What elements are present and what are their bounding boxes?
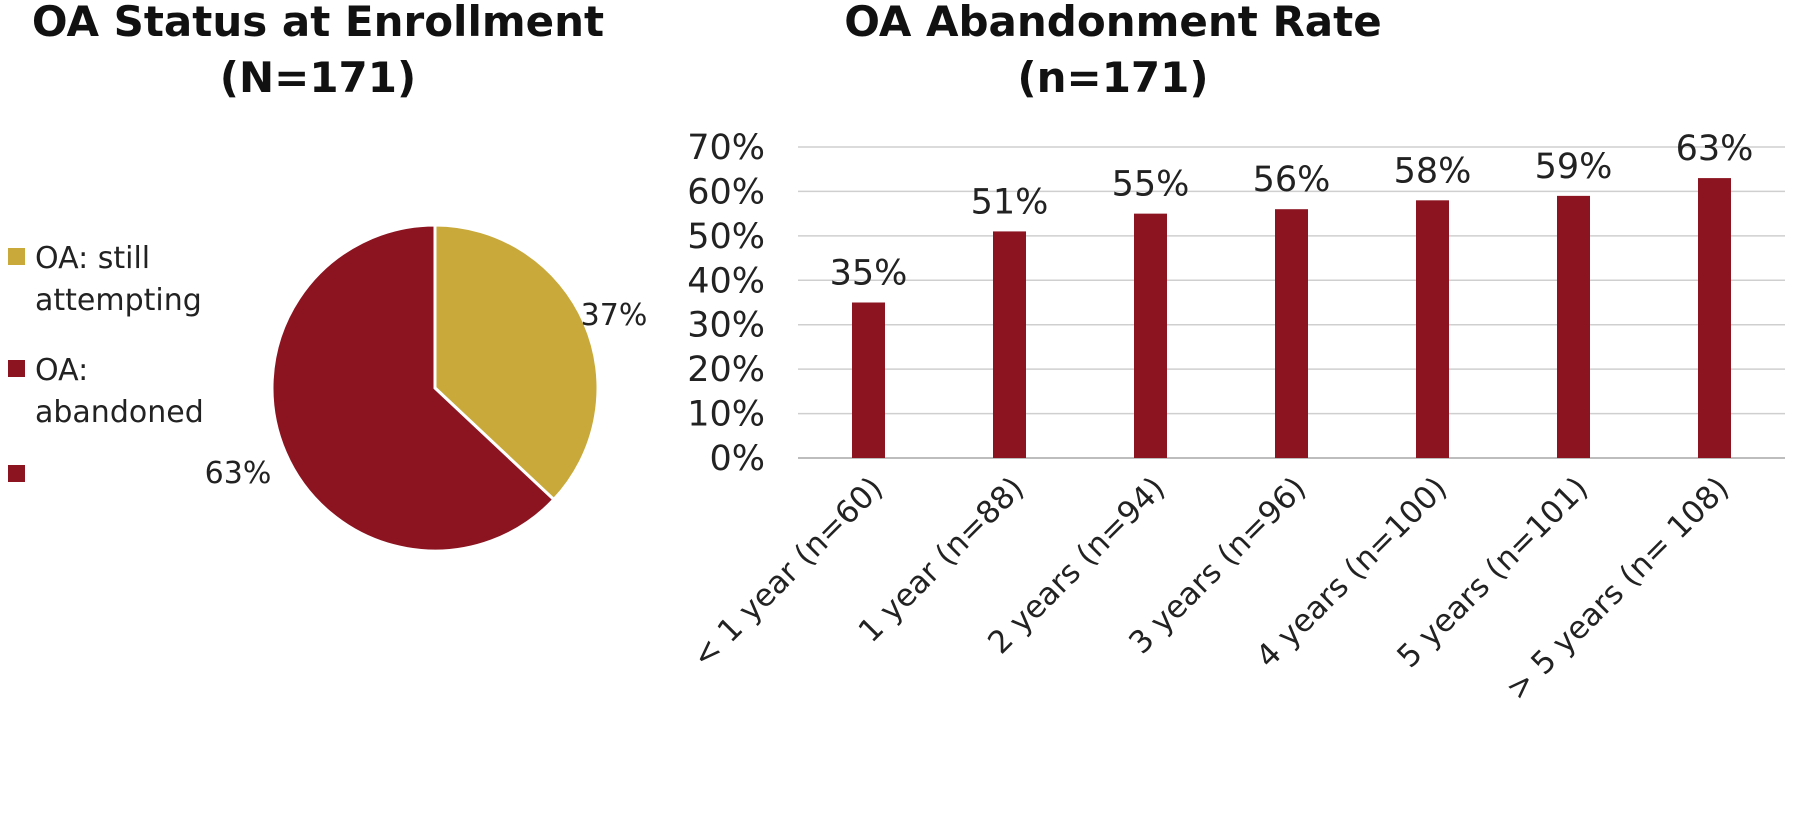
bar-data-label: 63% bbox=[1676, 129, 1754, 169]
legend-entry: OA: abandoned bbox=[8, 353, 204, 430]
bar-data-label: 55% bbox=[1112, 165, 1190, 205]
y-tick-label: 50% bbox=[687, 217, 765, 257]
bar-chart-title: OA Abandonment Rate bbox=[844, 0, 1381, 46]
y-tick-label: 20% bbox=[687, 350, 765, 390]
y-tick-label: 0% bbox=[709, 439, 765, 479]
bar bbox=[852, 302, 885, 458]
legend-label: abandoned bbox=[35, 395, 204, 430]
bar bbox=[1275, 209, 1308, 458]
x-category-label: < 1 year (n=60) bbox=[685, 470, 890, 675]
pie-slices bbox=[270, 223, 600, 553]
y-tick-label: 70% bbox=[687, 128, 765, 168]
legend-swatch bbox=[8, 360, 25, 377]
bar bbox=[1416, 200, 1449, 459]
bar bbox=[1557, 195, 1590, 458]
y-tick-label: 60% bbox=[687, 172, 765, 212]
bar-category-labels: < 1 year (n=60)1 year (n=88)2 years (n=9… bbox=[685, 470, 1736, 707]
legend-swatch bbox=[8, 248, 25, 265]
bar bbox=[1698, 178, 1731, 458]
bar-y-tick-labels: 0%10% 20%30% 40%50% 60%70% bbox=[687, 128, 765, 479]
y-tick-label: 10% bbox=[687, 395, 765, 435]
legend-label: attempting bbox=[35, 283, 202, 318]
bar-data-label: 35% bbox=[830, 254, 908, 294]
pie-chart-title: OA Status at Enrollment bbox=[32, 0, 604, 46]
bar-data-label: 59% bbox=[1535, 147, 1613, 187]
bar-bars bbox=[852, 178, 1731, 459]
pie-chart-panel: OA Status at Enrollment (N=171) OA: stil… bbox=[8, 0, 648, 553]
bar-data-label: 58% bbox=[1394, 151, 1472, 191]
bar bbox=[1134, 213, 1167, 458]
y-tick-label: 30% bbox=[687, 306, 765, 346]
legend-swatch bbox=[8, 465, 25, 482]
bar-chart-subtitle: (n=171) bbox=[1017, 53, 1208, 102]
pie-legend: OA: still attempting OA: abandoned bbox=[8, 241, 204, 482]
legend-label: OA: bbox=[35, 353, 88, 388]
legend-entry: OA: still attempting bbox=[8, 241, 202, 318]
bar-chart-panel: OA Abandonment Rate (n=171) 0%10% 20%30% 4… bbox=[685, 0, 1785, 707]
pie-slice-label: 37% bbox=[581, 298, 648, 333]
pie-slice-label: 63% bbox=[205, 456, 272, 491]
pie-slice bbox=[433, 223, 600, 502]
legend-entry bbox=[8, 465, 25, 482]
pie-slice bbox=[270, 223, 556, 553]
bar-data-label: 56% bbox=[1253, 160, 1331, 200]
legend-label: OA: still bbox=[35, 241, 150, 276]
pie-chart-subtitle: (N=171) bbox=[220, 53, 416, 102]
bar-data-labels: 35% 51% 55% 56% 58% 59% 63% bbox=[830, 129, 1754, 293]
bar-data-label: 51% bbox=[971, 182, 1049, 222]
bar bbox=[993, 231, 1026, 458]
pie-slice-labels: 37% 63% bbox=[205, 298, 648, 491]
y-tick-label: 40% bbox=[687, 261, 765, 301]
